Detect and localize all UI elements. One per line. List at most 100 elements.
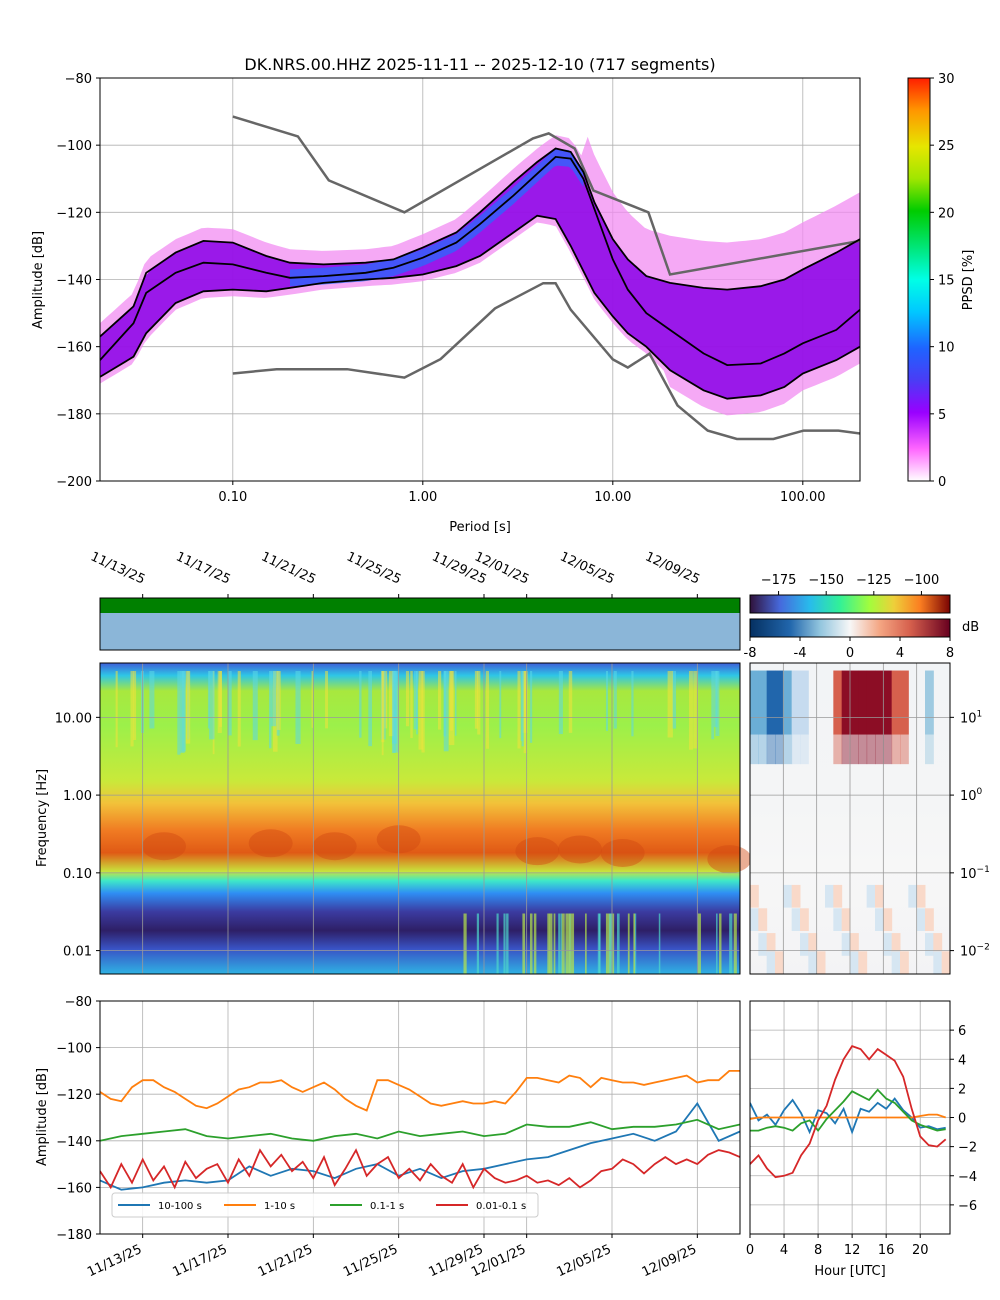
ppsd-ytick-label: −200	[56, 475, 92, 490]
hourly-means-ytick-label: 4	[958, 1053, 966, 1068]
spectrogram-streak	[733, 913, 737, 974]
microseism-peak	[142, 832, 186, 861]
spectrogram-streak	[634, 913, 637, 974]
hourly-anomaly-cell	[866, 734, 876, 765]
timeseries-ytick-label: −120	[56, 1088, 92, 1103]
hourly-anomaly-cell	[916, 884, 926, 908]
legend-box	[111, 1192, 539, 1218]
ppsd-density-peak	[290, 148, 584, 287]
ppsd-xtick-label: 1.00	[408, 490, 437, 505]
spectrogram-streak	[496, 913, 499, 974]
difference-colorbar	[749, 618, 951, 638]
hourly-means-xtick-label: 8	[814, 1243, 822, 1258]
spectrogram-streak	[711, 671, 715, 740]
hourly-means-line-10-100-s	[750, 1097, 946, 1135]
spectrogram-streak	[410, 671, 413, 739]
spectrogram-streak	[609, 913, 613, 974]
hourly-anomaly-cell	[841, 734, 851, 765]
hourly-anomaly-cell	[841, 933, 851, 956]
timeseries-ytick-label: −180	[56, 1228, 92, 1243]
hourly-pattern-cells	[750, 670, 951, 974]
spectrogram-streak	[207, 671, 210, 729]
hourly-means-xtick-label: 16	[878, 1243, 895, 1258]
timeseries-panel: 11/13/25 11/17/25 11/21/25 11/25/25 11/29/25…	[35, 995, 977, 1280]
hourly-anomaly-cell	[791, 908, 801, 932]
spectrogram-streak	[270, 671, 277, 727]
spectrogram-streak	[667, 671, 673, 738]
hourly-anomaly-cell	[925, 933, 934, 956]
spectrogram-streak	[476, 913, 480, 974]
ppsd-xtick-label: 10.00	[594, 490, 631, 505]
spectrogram-streak	[715, 671, 720, 737]
spectrogram-streak	[633, 913, 635, 974]
ppsd-ytick-label: −140	[56, 274, 92, 289]
hourly-means-xtick-label: 12	[844, 1243, 861, 1258]
ppsd-colorbar-tick-label: 15	[938, 274, 955, 289]
hourly-anomaly-cell	[766, 951, 776, 974]
timeseries-line-0-1-1-s	[100, 1118, 740, 1142]
hourly-anomaly-cell	[883, 933, 893, 956]
top-date-tick-label: 11/17/25	[173, 549, 232, 587]
spectrogram-streak	[454, 671, 457, 736]
spectrogram-streak	[405, 671, 410, 727]
hourly-anomaly-cell	[766, 933, 776, 956]
legend-label: 1-10 s	[264, 1201, 295, 1212]
hourly-anomaly-cell	[758, 734, 768, 765]
top-date-tick-label: 12/05/25	[557, 549, 616, 587]
spectrogram-streak	[517, 671, 521, 749]
spectrogram-streak	[553, 913, 556, 974]
hourly-anomaly-cell	[900, 670, 909, 735]
data-availability-bar	[100, 598, 740, 613]
top-date-tick-label: 11/25/25	[344, 549, 403, 587]
hourly-anomaly-cell	[758, 670, 768, 735]
spectrogram-streaks	[115, 671, 752, 974]
spectrogram-streak	[605, 913, 610, 974]
ppsd-line-median	[100, 155, 860, 367]
top-date-tick-label: 11/13/25	[88, 549, 147, 587]
microseism-peak	[558, 835, 602, 864]
ppsd-colorbar	[907, 77, 931, 482]
spectrogram-streak	[181, 671, 186, 752]
hourly-anomaly-cell	[933, 933, 943, 956]
figure-title: DK.NRS.00.HHZ 2025-11-11 -- 2025-12-10 (…	[244, 55, 715, 74]
hourly-pattern-ytick-label: 10−2	[960, 943, 990, 960]
hourly-means-line-0-01-0-1-s	[750, 1045, 947, 1179]
spectrogram-streak	[523, 671, 528, 754]
hourly-anomaly-cell	[800, 908, 809, 932]
spectrogram-streak	[149, 671, 155, 729]
spectrogram-streak	[561, 913, 565, 974]
timeseries-ylabel: Amplitude [dB]	[35, 1068, 50, 1166]
timeseries-frame	[99, 1000, 741, 1235]
spectrogram-streak	[612, 913, 615, 974]
spectrogram-streak	[719, 913, 722, 974]
spectrogram-streak	[443, 671, 447, 737]
timeseries-line-1-10-s	[100, 1070, 740, 1112]
hourly-means-xlabel: Hour [UTC]	[814, 1264, 885, 1279]
difference-colorbar-tick-label: 8	[946, 646, 954, 661]
hourly-anomaly-cell	[908, 884, 918, 908]
hourly-means-line-1-10-s	[750, 1113, 946, 1120]
hourly-anomaly-cell	[816, 951, 826, 974]
spectrogram-streak	[115, 671, 118, 748]
microseism-peak	[707, 845, 752, 874]
spectrogram-streak	[506, 913, 509, 974]
hourly-anomaly-cell	[833, 908, 843, 932]
spectrogram-streak	[209, 671, 215, 740]
spectrogram-ylabel: Frequency [Hz]	[35, 769, 50, 867]
hourly-means-ytick-label: −6	[958, 1199, 977, 1214]
spectrogram-ytick-label: 0.01	[63, 945, 92, 960]
spectrogram-streak	[393, 671, 399, 753]
spectrogram-streak	[729, 913, 733, 974]
ppsd-xlabel: Period [s]	[449, 520, 511, 535]
spectrogram-streak	[521, 671, 524, 747]
hourly-anomaly-cell	[891, 933, 901, 956]
hourly-anomaly-cell	[891, 734, 901, 765]
spectrogram-streak	[421, 671, 425, 753]
ppsd-colorbar-tick-label: 20	[938, 206, 955, 221]
hourly-anomaly-cell	[833, 734, 843, 765]
hourly-means-line-0-1-1-s	[750, 1088, 946, 1133]
spectrogram-ytick-label: 1.00	[63, 789, 92, 804]
difference-colorbar-tick-label: 0	[846, 646, 854, 661]
timeseries-legend: 10-100 s 1-10 s 0.1-1 s 0.01-0.1 s	[111, 1192, 539, 1218]
microseism-peak	[515, 837, 560, 866]
